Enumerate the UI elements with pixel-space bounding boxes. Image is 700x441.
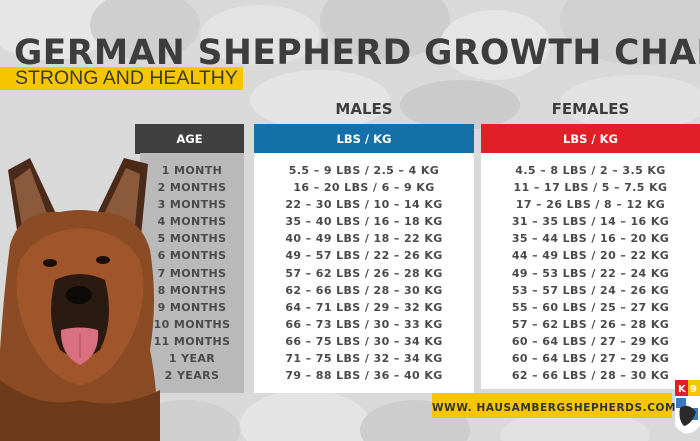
female-weight-cell: 57 – 62 LBS / 26 – 28 KG — [511, 317, 670, 331]
male-weight-cell: 66 – 75 LBS / 30 – 34 KG — [285, 334, 443, 348]
males-unit-header: LBS / KG — [254, 124, 474, 154]
age-cell: 1 YEAR — [168, 352, 216, 366]
male-weight-cell: 71 – 75 LBS / 32 – 34 KG — [285, 352, 443, 366]
females-column: 4.5 – 8 LBS / 2 – 3.5 KG 11 – 17 LBS / 5… — [481, 162, 700, 384]
male-weight-cell: 35 – 40 LBS / 16 – 18 KG — [285, 215, 443, 229]
female-weight-cell: 17 – 26 LBS / 8 – 12 KG — [515, 198, 666, 212]
females-unit-header: LBS / KG — [481, 124, 700, 154]
female-weight-cell: 31 – 35 LBS / 14 – 16 KG — [511, 215, 670, 229]
female-weight-cell: 44 – 49 LBS / 20 – 22 KG — [511, 249, 670, 263]
age-cell: 10 MONTHS — [153, 317, 231, 331]
female-weight-cell: 60 – 64 LBS / 27 – 29 KG — [511, 352, 670, 366]
age-column: 1 MONTH 2 MONTHS 3 MONTHS 4 MONTHS 5 MON… — [140, 162, 244, 384]
age-cell: 1 MONTH — [161, 164, 223, 177]
page-title: GERMAN SHEPHERD GROWTH CHART — [14, 33, 700, 73]
age-cell: 5 MONTHS — [157, 232, 227, 246]
age-cell: 9 MONTHS — [157, 300, 227, 314]
female-weight-cell: 49 – 53 LBS / 22 – 24 KG — [511, 266, 670, 280]
female-weight-cell: 55 – 60 LBS / 25 – 27 KG — [511, 300, 670, 314]
male-weight-cell: 49 – 57 LBS / 22 – 26 KG — [285, 249, 443, 263]
age-cell: 4 MONTHS — [157, 215, 227, 229]
subtitle-band — [0, 67, 243, 90]
age-cell: 6 MONTHS — [157, 249, 227, 263]
male-weight-cell: 16 – 20 LBS / 6 – 9 KG — [293, 181, 435, 195]
female-weight-cell: 62 – 66 LBS / 28 – 30 KG — [511, 369, 670, 383]
subtitle: STRONG AND HEALTHY — [15, 67, 238, 89]
svg-text:K: K — [678, 384, 687, 395]
male-weight-cell: 66 – 73 LBS / 30 – 33 KG — [285, 317, 443, 331]
german-shepherd-dog-photo — [0, 158, 160, 441]
male-weight-cell: 22 – 30 LBS / 10 – 14 KG — [285, 198, 443, 212]
male-weight-cell: 57 – 62 LBS / 26 – 28 KG — [285, 266, 443, 280]
female-weight-cell: 35 – 44 LBS / 16 – 20 KG — [511, 232, 670, 246]
male-weight-cell: 5.5 – 9 LBS / 2.5 – 4 KG — [288, 164, 440, 177]
female-weight-cell: 4.5 – 8 LBS / 2 – 3.5 KG — [515, 164, 666, 177]
age-cell: 8 MONTHS — [157, 283, 227, 297]
age-cell: 7 MONTHS — [157, 266, 227, 280]
age-cell: 2 MONTHS — [157, 181, 227, 195]
svg-text:9: 9 — [690, 384, 697, 395]
age-cell: 3 MONTHS — [157, 198, 227, 212]
males-group-label: MALES — [335, 100, 393, 118]
website-link[interactable]: WWW. HAUSAMBERGSHEPHERDS.COM — [432, 402, 677, 414]
female-weight-cell: 60 – 64 LBS / 27 – 29 KG — [511, 334, 670, 348]
website-banner[interactable]: WWW. HAUSAMBERGSHEPHERDS.COM — [432, 393, 675, 418]
age-cell: 11 MONTHS — [153, 334, 231, 348]
male-weight-cell: 62 – 66 LBS / 28 – 30 KG — [285, 283, 443, 297]
males-column-panel — [254, 153, 474, 393]
female-weight-cell: 53 – 57 LBS / 24 – 26 KG — [511, 283, 670, 297]
k9-shield-logo-icon: K 9 — [675, 380, 700, 434]
age-column-panel — [140, 153, 244, 393]
male-weight-cell: 79 – 88 LBS / 36 – 40 KG — [285, 369, 443, 383]
age-cell: 2 YEARS — [164, 369, 220, 383]
male-weight-cell: 40 – 49 LBS / 18 – 22 KG — [285, 232, 443, 246]
age-header: AGE — [135, 124, 244, 154]
female-weight-cell: 11 – 17 LBS / 5 – 7.5 KG — [513, 181, 668, 195]
females-column-panel — [481, 153, 700, 389]
male-weight-cell: 64 – 71 LBS / 29 – 32 KG — [285, 300, 443, 314]
males-column: 5.5 – 9 LBS / 2.5 – 4 KG 16 – 20 LBS / 6… — [254, 162, 474, 384]
females-group-label: FEMALES — [551, 100, 630, 118]
